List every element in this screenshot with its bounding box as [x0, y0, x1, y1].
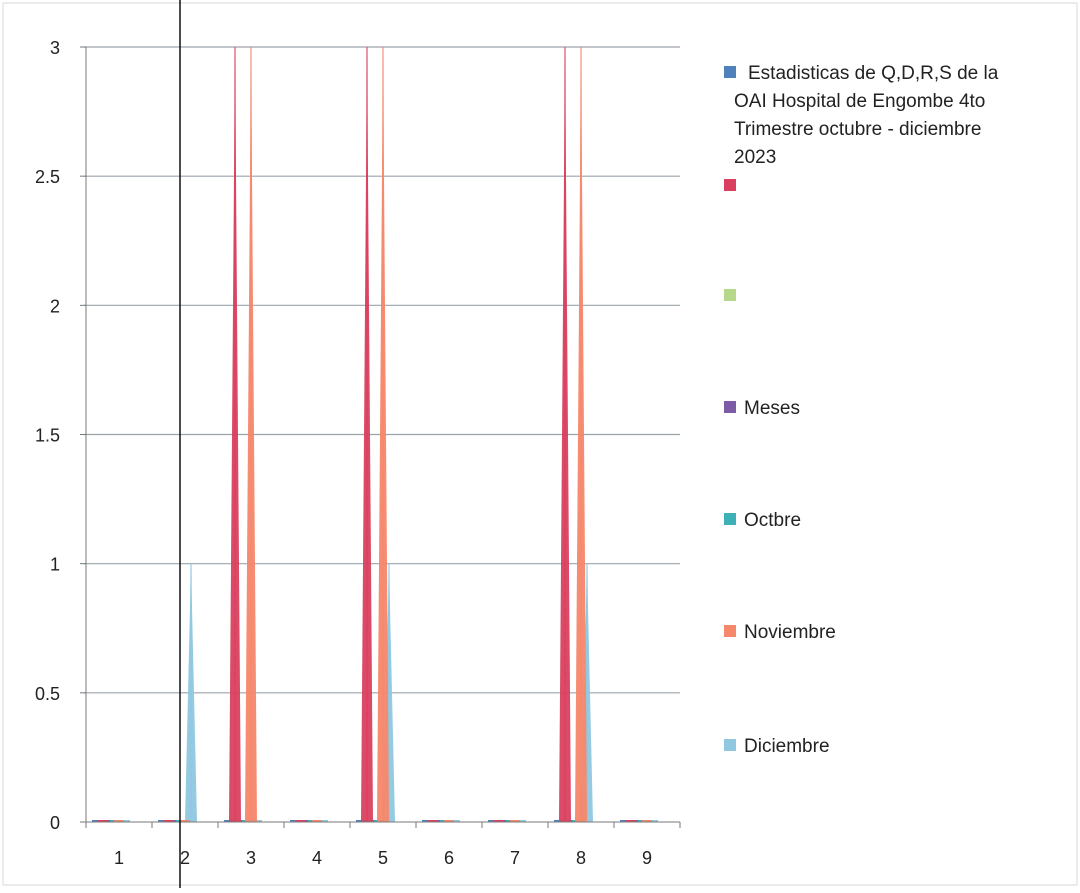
legend-swatch: [724, 401, 736, 413]
area-baseline-mark: [488, 820, 498, 822]
area-baseline-mark: [516, 820, 526, 822]
axis-layer: 0 0.5 1 1.5 2 2.5 3 1 2 3 4 5 6 7 8 9: [35, 38, 681, 868]
x-tick-label: 9: [642, 848, 652, 868]
area-baseline-mark: [92, 820, 102, 822]
legend-swatch: [724, 739, 736, 751]
area-baseline-mark: [114, 820, 124, 822]
x-tick-label: 6: [444, 848, 454, 868]
area-baseline-mark: [158, 820, 168, 822]
area-baseline-mark: [318, 820, 328, 822]
y-tick-label: 2.5: [35, 167, 60, 187]
area-baseline-mark: [428, 820, 438, 822]
area-baseline-mark: [290, 820, 300, 822]
area-baseline-mark: [356, 820, 366, 822]
x-tick-label: 2: [180, 848, 190, 868]
y-tick-label: 0.5: [35, 684, 60, 704]
area-baseline-mark: [120, 820, 130, 822]
legend-swatch: [724, 289, 736, 301]
y-tick-label: 2: [50, 296, 60, 316]
y-tick-label: 0: [50, 813, 60, 833]
x-tick-label: 4: [312, 848, 322, 868]
area-baseline-mark: [180, 820, 190, 822]
x-tick-label: 1: [114, 848, 124, 868]
legend-label: Estadisticas de Q,D,R,S de la: [748, 63, 999, 84]
legend-label: OAI Hospital de Engombe 4to: [734, 91, 985, 112]
area-baseline-mark: [98, 820, 108, 822]
area-baseline-mark: [554, 820, 564, 822]
x-tick-label: 5: [378, 848, 388, 868]
area-baseline-mark: [626, 820, 636, 822]
area-baseline-mark: [422, 820, 432, 822]
area-baseline-mark: [252, 820, 262, 822]
area-baseline-mark: [510, 820, 520, 822]
area-baseline-mark: [444, 820, 454, 822]
y-tick-label: 1: [50, 555, 60, 575]
y-tick-label: 3: [50, 38, 60, 58]
area-baseline-mark: [224, 820, 234, 822]
legend-swatch: [724, 513, 736, 525]
x-tick-label: 7: [510, 848, 520, 868]
legend-label: Noviembre: [744, 622, 836, 643]
area-baseline-mark: [450, 820, 460, 822]
legend-swatch: [724, 625, 736, 637]
legend-label: Meses: [744, 398, 800, 419]
legend-label: 2023: [734, 147, 776, 168]
x-tick-label: 3: [246, 848, 256, 868]
series-layer: [92, 47, 658, 822]
area-baseline-mark: [312, 820, 322, 822]
legend-swatch: [724, 66, 736, 78]
area-baseline-mark: [620, 820, 630, 822]
area-baseline-mark: [642, 820, 652, 822]
legend-swatch: [724, 179, 736, 191]
y-tick-label: 1.5: [35, 426, 60, 446]
legend: Estadisticas de Q,D,R,S de la OAI Hospita…: [724, 63, 999, 757]
legend-label: Diciembre: [744, 736, 830, 757]
area-baseline-mark: [296, 820, 306, 822]
area-baseline-mark: [648, 820, 658, 822]
area-baseline-mark: [494, 820, 504, 822]
legend-label: Octbre: [744, 510, 801, 531]
legend-label: Trimestre octubre - diciembre: [734, 119, 981, 140]
x-tick-label: 8: [576, 848, 586, 868]
area-baseline-mark: [164, 820, 174, 822]
